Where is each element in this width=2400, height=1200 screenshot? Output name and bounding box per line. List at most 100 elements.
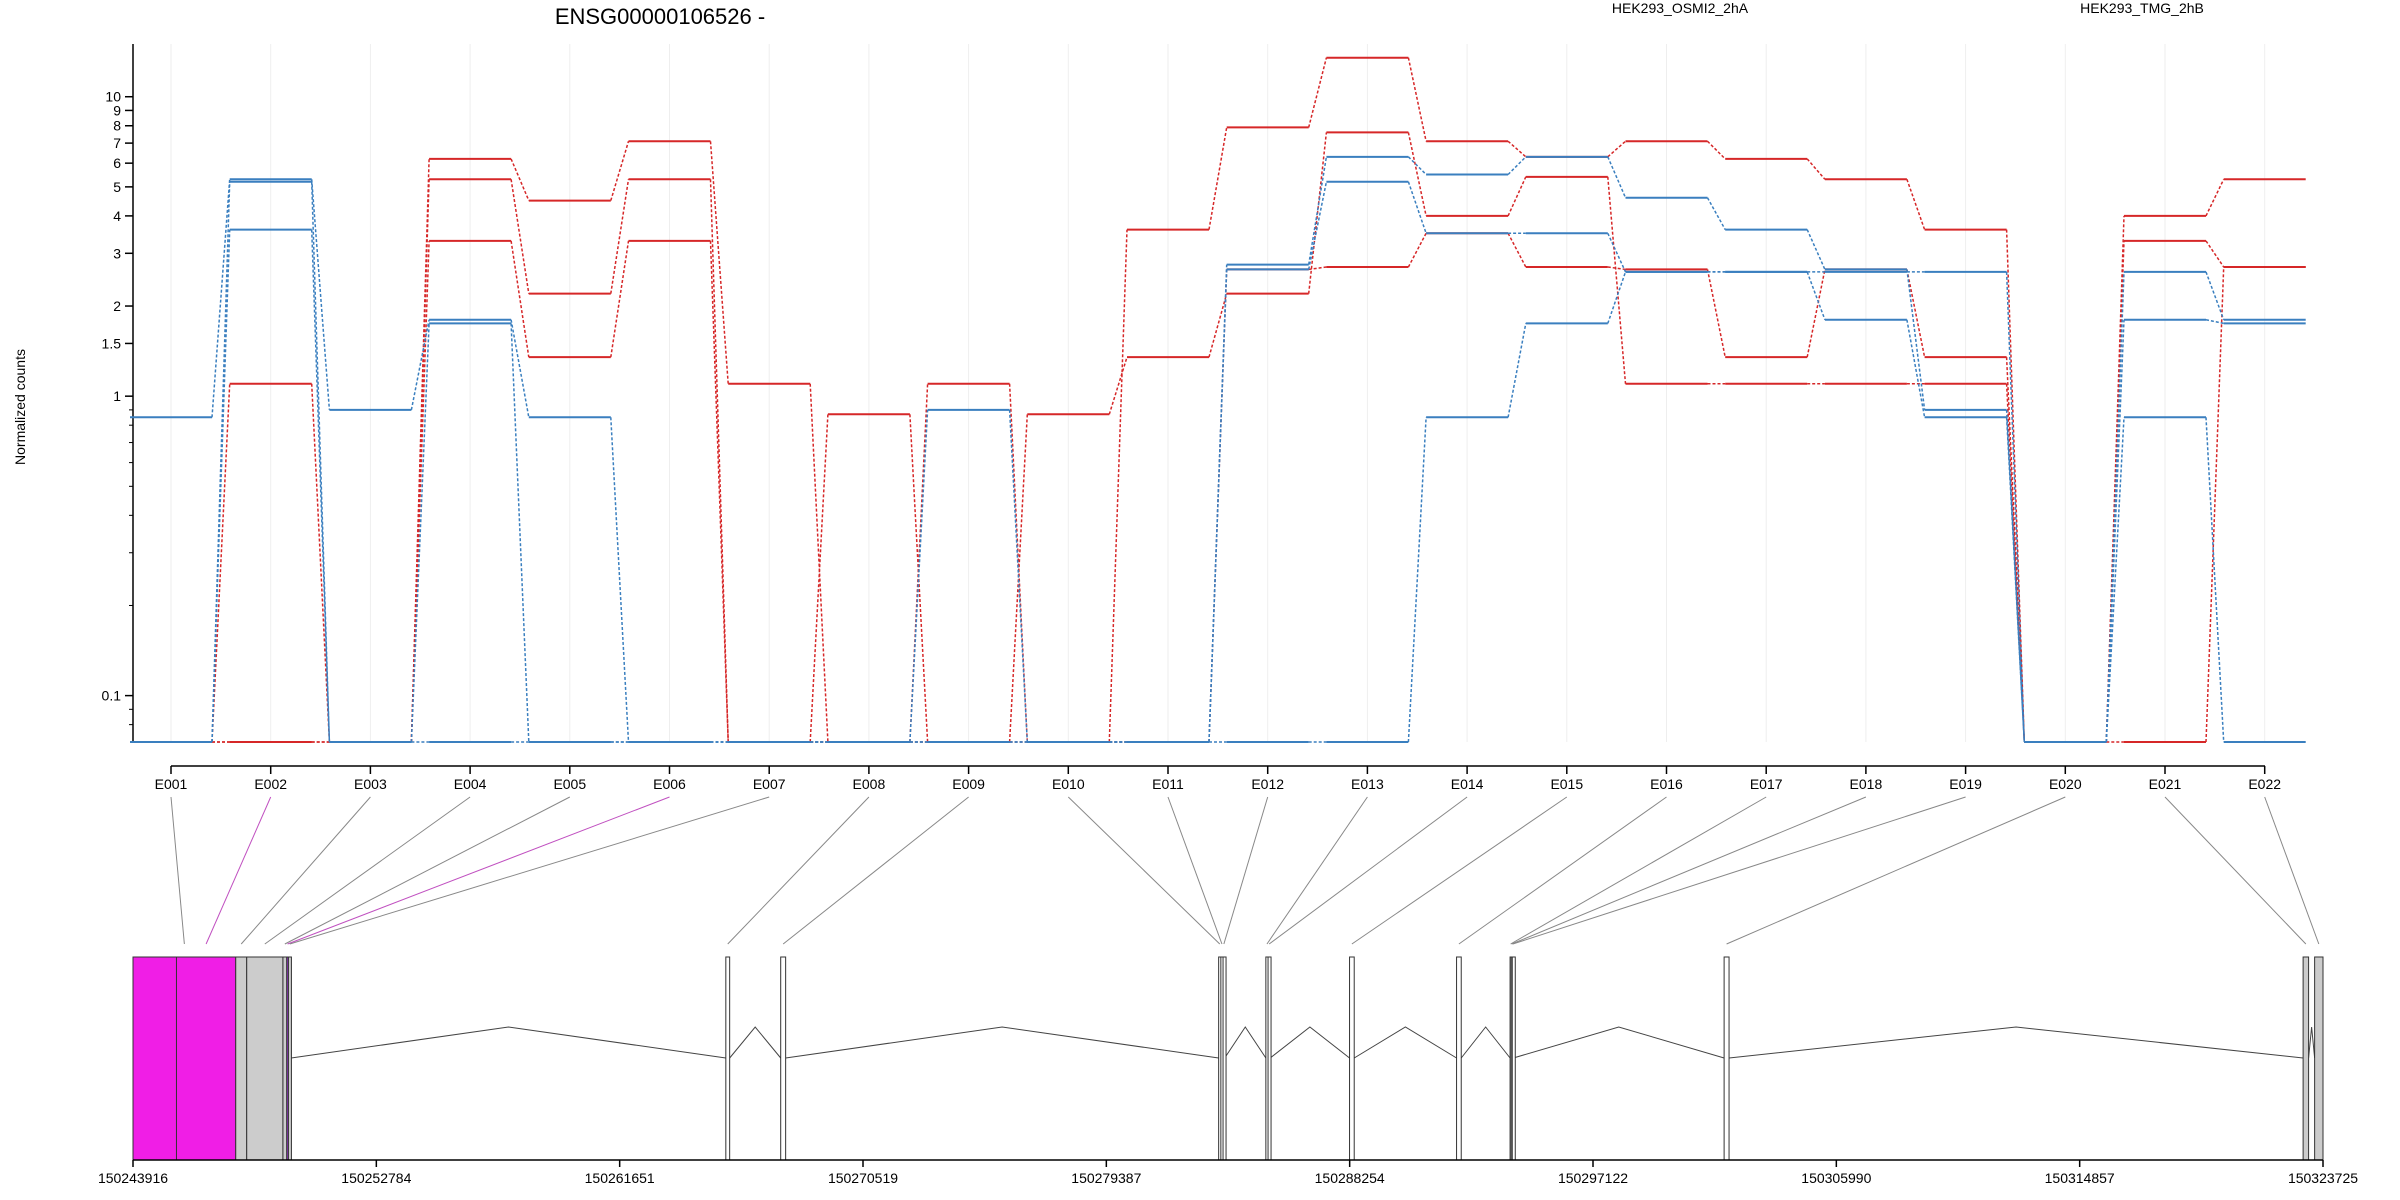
x-tick-label-e007: E007 bbox=[753, 776, 786, 792]
series-connector bbox=[610, 417, 630, 743]
exon-block-e005 bbox=[282, 956, 288, 1161]
y-axis-label: Normalized counts bbox=[12, 349, 28, 465]
series-connector bbox=[610, 179, 630, 294]
series-5 bbox=[130, 180, 2306, 743]
series-connector bbox=[2205, 240, 2225, 268]
y-tick-label: 9 bbox=[113, 102, 121, 118]
x-tick-label-e010: E010 bbox=[1052, 776, 1085, 792]
series-connector bbox=[211, 179, 231, 418]
y-tick-label: 1.5 bbox=[102, 335, 122, 351]
series-6 bbox=[130, 228, 2306, 743]
series-connector bbox=[1407, 417, 1427, 743]
exon-link-e005 bbox=[284, 796, 571, 945]
series-connector bbox=[1507, 156, 1527, 176]
exon-link-e001 bbox=[170, 796, 185, 945]
exon-block-e009 bbox=[780, 956, 787, 1161]
series-connector bbox=[1607, 271, 1627, 324]
series-connector bbox=[310, 383, 331, 743]
exon-link-e019 bbox=[1512, 796, 1966, 945]
exon-link-e010 bbox=[1067, 796, 1221, 945]
series-connector bbox=[211, 229, 231, 743]
coord-tick-label: 150279387 bbox=[1071, 1170, 1141, 1186]
series-connector bbox=[2005, 409, 2026, 743]
exon-link-lines bbox=[170, 796, 2320, 945]
y-tick-label: 7 bbox=[113, 135, 121, 151]
exon-block-e022 bbox=[2314, 956, 2324, 1161]
exon-block-e003 bbox=[235, 956, 248, 1161]
x-tick-label-e018: E018 bbox=[1850, 776, 1883, 792]
series-connector bbox=[1507, 140, 1527, 158]
exon-block-e019 bbox=[1511, 956, 1516, 1161]
series-connector bbox=[2205, 417, 2225, 743]
y-tick-label: 3 bbox=[113, 245, 121, 261]
series-connector bbox=[909, 383, 929, 743]
series-connector bbox=[1507, 176, 1527, 217]
series-connector bbox=[2205, 271, 2225, 320]
series-connector bbox=[211, 181, 231, 743]
exon-link-e018 bbox=[1511, 796, 1867, 945]
series-connector bbox=[410, 179, 430, 743]
y-tick-label: 8 bbox=[113, 118, 121, 134]
series-connector bbox=[1008, 383, 1029, 743]
series-connector bbox=[1906, 179, 1926, 230]
series-connector bbox=[410, 323, 430, 743]
series-3 bbox=[130, 232, 2306, 743]
exon-link-e011 bbox=[1167, 796, 1223, 945]
x-tick-label-e013: E013 bbox=[1351, 776, 1384, 792]
exon-link-e009 bbox=[782, 796, 969, 945]
exon-block-e008 bbox=[725, 956, 731, 1161]
series-connector bbox=[1407, 57, 1427, 142]
intron-connector bbox=[2308, 1026, 2316, 1059]
series-connector bbox=[2105, 215, 2125, 743]
series-1 bbox=[130, 56, 2306, 743]
x-tick-label-e001: E001 bbox=[155, 776, 188, 792]
series-connector bbox=[410, 240, 430, 743]
x-tick-label-e022: E022 bbox=[2248, 776, 2281, 792]
coord-tick-label: 150261651 bbox=[585, 1170, 655, 1186]
legend-entry-osmi2: HEK293_OSMI2_2hA bbox=[1612, 0, 1749, 16]
series-connector bbox=[1308, 266, 1327, 271]
series-connector bbox=[510, 179, 530, 294]
coord-tick-label: 150243916 bbox=[98, 1170, 168, 1186]
series-connector bbox=[1806, 158, 1826, 180]
exon-link-e003 bbox=[240, 796, 371, 945]
series-connector bbox=[709, 179, 729, 743]
x-tick-label-e014: E014 bbox=[1451, 776, 1484, 792]
coord-tick-label: 150305990 bbox=[1801, 1170, 1871, 1186]
series-connector bbox=[2005, 271, 2026, 743]
exon-link-e013 bbox=[1266, 796, 1368, 945]
series-connector bbox=[1507, 232, 1527, 268]
intron-connector bbox=[1224, 1026, 1267, 1059]
exon-block-e002 bbox=[175, 956, 237, 1161]
series-connector bbox=[2205, 318, 2224, 325]
coord-tick-label: 150252784 bbox=[341, 1170, 411, 1186]
intron-connector bbox=[1460, 1026, 1511, 1059]
series-connector bbox=[1607, 156, 1627, 199]
series-connector bbox=[1108, 356, 1128, 415]
x-tick-label-e005: E005 bbox=[553, 776, 586, 792]
series-connector bbox=[1307, 57, 1328, 128]
series-2 bbox=[130, 131, 2306, 743]
series-connector bbox=[2105, 319, 2125, 743]
series-connector bbox=[1706, 140, 1726, 160]
series-connector bbox=[909, 409, 929, 743]
gene-model bbox=[132, 956, 2324, 1161]
series-connector bbox=[2205, 266, 2225, 743]
exon-link-e006 bbox=[287, 796, 670, 945]
series-connector bbox=[1906, 269, 1926, 410]
exon-block-e016 bbox=[1456, 956, 1462, 1161]
intron-connector bbox=[1728, 1026, 2304, 1059]
exon-block-e007 bbox=[287, 956, 292, 1161]
exon-link-e007 bbox=[289, 796, 770, 945]
x-tick-label-e021: E021 bbox=[2149, 776, 2182, 792]
series-connector bbox=[2205, 178, 2225, 217]
intron-connector bbox=[729, 1026, 782, 1059]
x-tick-label-e002: E002 bbox=[254, 776, 287, 792]
x-tick-label-e017: E017 bbox=[1750, 776, 1783, 792]
series-connector bbox=[211, 383, 231, 743]
exon-link-e008 bbox=[727, 796, 870, 945]
y-tick-label: 10 bbox=[105, 89, 121, 105]
exon-link-e014 bbox=[1268, 796, 1468, 945]
